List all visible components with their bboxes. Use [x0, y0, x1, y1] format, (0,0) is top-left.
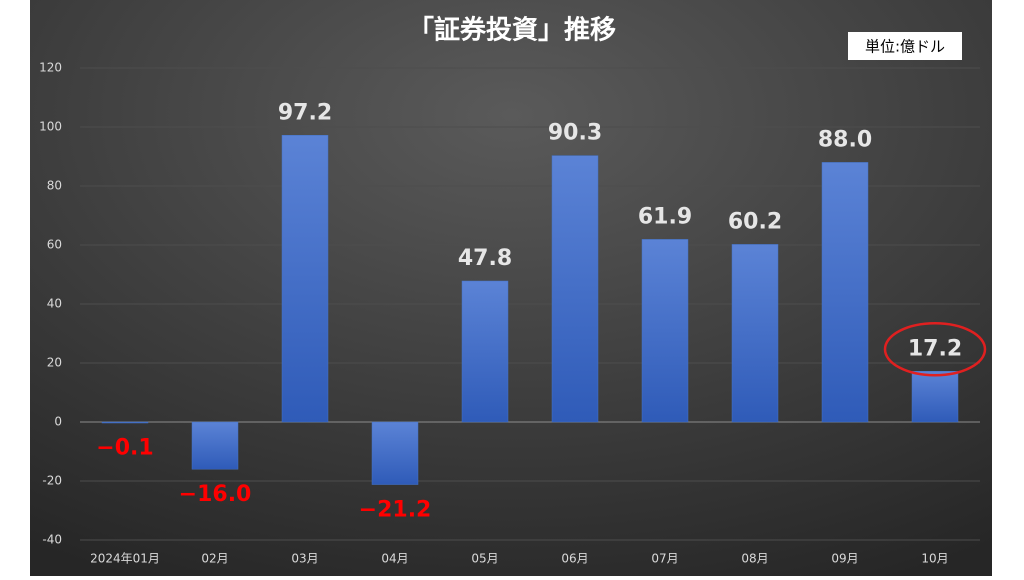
value-label: 97.2 [278, 100, 332, 125]
highlight-circle [883, 322, 987, 377]
x-tick-label: 07月 [651, 552, 678, 566]
bar [731, 244, 779, 423]
bar [911, 371, 959, 423]
bar [101, 421, 149, 424]
bar [551, 155, 599, 423]
bar [641, 239, 689, 423]
y-tick-label: 40 [47, 297, 62, 311]
x-tick-label: 10月 [921, 552, 948, 566]
x-tick-label: 05月 [471, 552, 498, 566]
value-label: −0.1 [96, 435, 153, 460]
unit-label: 単位:億ドル [865, 38, 945, 56]
x-tick-label: 2024年01月 [90, 552, 160, 566]
x-tick-label: 08月 [741, 552, 768, 566]
x-tick-label: 06月 [561, 552, 588, 566]
value-label: −21.2 [359, 498, 432, 523]
x-tick-label: 03月 [291, 552, 318, 566]
x-tick-label: 02月 [201, 552, 228, 566]
bar [281, 135, 329, 423]
y-tick-label: -20 [42, 474, 62, 488]
x-tick-label: 09月 [831, 552, 858, 566]
y-tick-label: 60 [47, 238, 62, 252]
y-tick-label: 120 [39, 61, 62, 75]
bar [371, 421, 419, 485]
bar [191, 421, 239, 470]
chart-title: 「証券投資」推移 [408, 15, 616, 46]
y-tick-label: 20 [47, 356, 62, 370]
x-tick-label: 04月 [381, 552, 408, 566]
value-label: 60.2 [728, 209, 782, 234]
bar [821, 162, 869, 423]
y-tick-label: 80 [47, 179, 62, 193]
y-tick-label: 100 [39, 120, 62, 134]
bar [461, 280, 509, 423]
y-tick-label: 0 [54, 415, 62, 429]
y-tick-label: -40 [42, 533, 62, 547]
value-label: −16.0 [179, 482, 252, 507]
value-label: 90.3 [548, 121, 602, 146]
value-label: 88.0 [818, 127, 872, 152]
value-label: 47.8 [458, 246, 512, 271]
value-label: 17.2 [908, 336, 962, 361]
value-label: 61.9 [638, 204, 692, 229]
unit-box [848, 32, 962, 60]
